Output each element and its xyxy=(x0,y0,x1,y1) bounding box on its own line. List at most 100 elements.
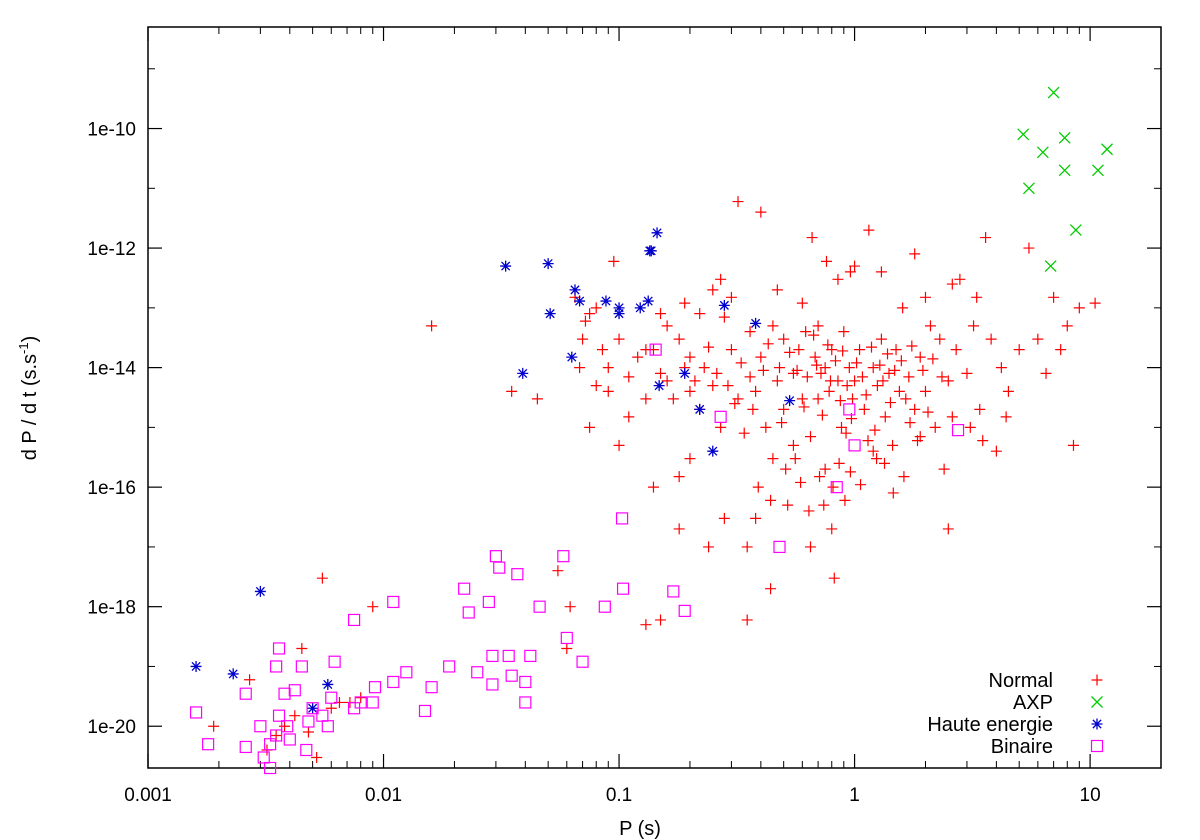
data-point xyxy=(732,393,744,405)
data-point xyxy=(227,668,239,680)
data-point xyxy=(784,346,796,358)
data-point xyxy=(577,333,589,345)
series-haute-energie xyxy=(190,227,796,714)
data-point xyxy=(840,427,852,439)
legend-marker xyxy=(1091,718,1103,730)
data-point xyxy=(938,463,950,475)
x-tick-label: 0.01 xyxy=(365,785,402,806)
data-point xyxy=(542,258,554,270)
data-point xyxy=(667,393,679,405)
data-point xyxy=(903,371,915,383)
data-point xyxy=(917,364,929,376)
data-point xyxy=(773,362,785,374)
data-point xyxy=(524,649,537,663)
data-point xyxy=(355,692,367,704)
data-point xyxy=(288,684,301,697)
data-point xyxy=(289,710,301,722)
data-point xyxy=(741,541,753,553)
data-point xyxy=(867,445,879,457)
data-point xyxy=(821,255,833,267)
data-point xyxy=(798,401,810,413)
data-point xyxy=(900,393,912,405)
data-point xyxy=(325,702,337,714)
data-point xyxy=(782,499,794,511)
data-point xyxy=(190,660,202,672)
data-point xyxy=(270,660,283,673)
data-point xyxy=(827,481,839,493)
data-point xyxy=(1069,224,1082,237)
data-point xyxy=(486,678,499,691)
data-point xyxy=(906,340,918,352)
data-point xyxy=(239,687,252,700)
data-point xyxy=(482,595,495,609)
data-point xyxy=(835,421,847,433)
legend-label: Normal xyxy=(989,670,1053,692)
data-point xyxy=(927,353,939,365)
data-point xyxy=(684,453,696,465)
data-point xyxy=(725,291,737,303)
data-point xyxy=(632,351,644,363)
data-point xyxy=(936,371,948,383)
y-tick-label: 1e-20 xyxy=(87,717,136,738)
data-point xyxy=(278,687,291,700)
data-point xyxy=(849,260,861,272)
data-point xyxy=(914,431,926,443)
data-point xyxy=(815,367,827,379)
data-point xyxy=(1058,131,1071,144)
data-point xyxy=(566,351,578,363)
data-point xyxy=(787,439,799,451)
data-point xyxy=(765,494,777,506)
data-point xyxy=(642,295,654,307)
data-point xyxy=(533,600,546,613)
x-axis-label: P (s) xyxy=(619,818,661,840)
data-point xyxy=(914,351,926,363)
data-point xyxy=(744,371,756,383)
data-point xyxy=(784,395,796,407)
data-point xyxy=(874,359,886,371)
data-point xyxy=(623,371,635,383)
data-point xyxy=(443,660,456,673)
data-point xyxy=(856,371,868,383)
data-point xyxy=(600,295,612,307)
data-point xyxy=(951,424,965,437)
data-point xyxy=(673,333,685,345)
data-point xyxy=(718,311,730,323)
data-point xyxy=(791,364,803,376)
data-point xyxy=(698,362,710,374)
data-point xyxy=(879,457,891,469)
data-point xyxy=(942,375,954,387)
data-point xyxy=(645,245,657,257)
data-point xyxy=(884,397,896,409)
data-point xyxy=(689,375,701,387)
data-point xyxy=(822,339,834,351)
data-point xyxy=(995,362,1007,374)
data-point xyxy=(707,284,719,296)
data-point xyxy=(875,333,887,345)
data-point xyxy=(387,595,400,609)
data-point xyxy=(744,326,756,338)
data-point xyxy=(844,266,856,278)
data-point xyxy=(1073,302,1085,314)
data-point xyxy=(843,362,855,374)
data-point xyxy=(1092,164,1104,177)
data-point xyxy=(661,375,673,387)
data-point xyxy=(806,232,818,244)
legend-marker xyxy=(1091,696,1103,708)
data-point xyxy=(506,385,518,397)
data-point xyxy=(725,344,737,356)
data-point xyxy=(707,445,719,457)
data-point xyxy=(946,411,958,423)
data-point xyxy=(519,675,532,689)
data-point xyxy=(830,355,842,367)
data-point xyxy=(653,380,665,392)
data-point xyxy=(771,375,783,387)
data-point xyxy=(564,601,576,613)
data-point xyxy=(877,375,889,387)
data-point xyxy=(673,523,685,535)
data-point xyxy=(300,743,313,757)
data-point xyxy=(208,720,220,732)
x-tick-label: 0.001 xyxy=(124,785,172,806)
data-point xyxy=(895,355,907,367)
data-point xyxy=(833,457,845,469)
data-point xyxy=(718,299,730,311)
